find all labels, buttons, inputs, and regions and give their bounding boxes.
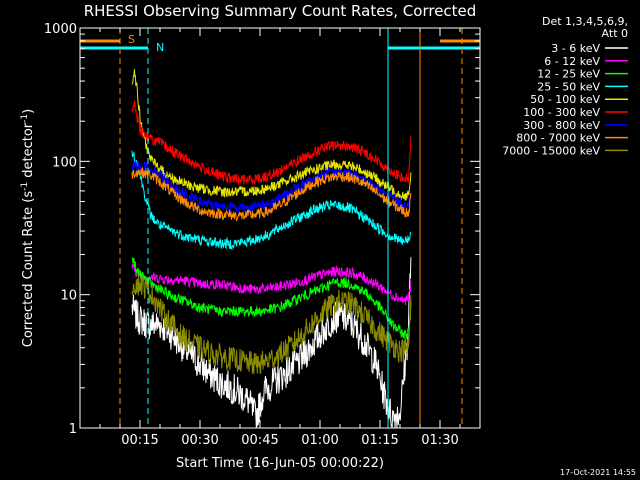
series-line-6 <box>131 100 412 185</box>
x-tick-label: 01:15 <box>361 433 398 448</box>
x-tick-label: 00:45 <box>241 433 278 448</box>
series-line-8 <box>131 167 412 222</box>
x-axis-ticks: 00:15 00:30 00:45 01:00 01:15 01:30 <box>79 28 481 448</box>
y-axis-ticks: 1 10 100 1000 <box>44 22 480 437</box>
legend-header-line-2: Att 0 <box>602 27 628 40</box>
y-axis-label-main: Corrected Count Rate (s <box>21 191 36 348</box>
y-axis-label-mid: detector <box>21 122 36 182</box>
legend-label: 7000 - 15000 keV <box>502 144 600 157</box>
series-line-9 <box>131 274 412 374</box>
legend-label: 100 - 300 keV <box>523 106 600 119</box>
saa-label: S <box>128 33 135 46</box>
x-tick-label: 00:15 <box>121 433 158 448</box>
y-axis-label-end: ) <box>21 109 36 114</box>
series-line-2 <box>131 263 412 306</box>
generation-timestamp: 17-Oct-2021 14:55 <box>560 468 636 477</box>
x-tick-label: 01:30 <box>421 433 458 448</box>
y-tick-label: 100 <box>52 155 77 170</box>
chart-title: RHESSI Observing Summary Count Rates, Co… <box>84 2 477 20</box>
legend-label: 300 - 800 keV <box>523 119 600 132</box>
legend-header-line-1: Det 1,3,4,5,6,9, <box>542 15 628 28</box>
legend-label: 3 - 6 keV <box>551 42 600 55</box>
series-layer <box>131 69 412 429</box>
legend-label: 6 - 12 keV <box>544 55 600 68</box>
legend-label: 50 - 100 keV <box>530 93 600 106</box>
y-tick-label: 10 <box>60 289 77 304</box>
series-line-1 <box>131 257 412 429</box>
y-tick-label: 1000 <box>44 22 77 37</box>
marker-layer: SN <box>80 28 480 428</box>
series-line-7 <box>131 161 412 214</box>
x-tick-label: 00:30 <box>181 433 218 448</box>
legend-label: 25 - 50 keV <box>537 80 600 93</box>
series-line-5 <box>131 69 412 201</box>
y-axis-label: Corrected Count Rate (s-1 detector-1) <box>20 109 36 347</box>
night-label: N <box>156 41 164 54</box>
y-axis-label-sup1: -1 <box>20 182 30 191</box>
y-tick-label: 1 <box>69 422 77 437</box>
legend-label: 12 - 25 keV <box>537 68 600 81</box>
x-axis-label: Start Time (16-Jun-05 00:00:22) <box>176 456 384 471</box>
y-axis-label-sup2: -1 <box>20 114 30 123</box>
series-line-4 <box>131 150 412 251</box>
x-tick-label: 01:00 <box>301 433 338 448</box>
legend-label: 800 - 7000 keV <box>516 132 600 145</box>
series-line-3 <box>131 257 412 339</box>
